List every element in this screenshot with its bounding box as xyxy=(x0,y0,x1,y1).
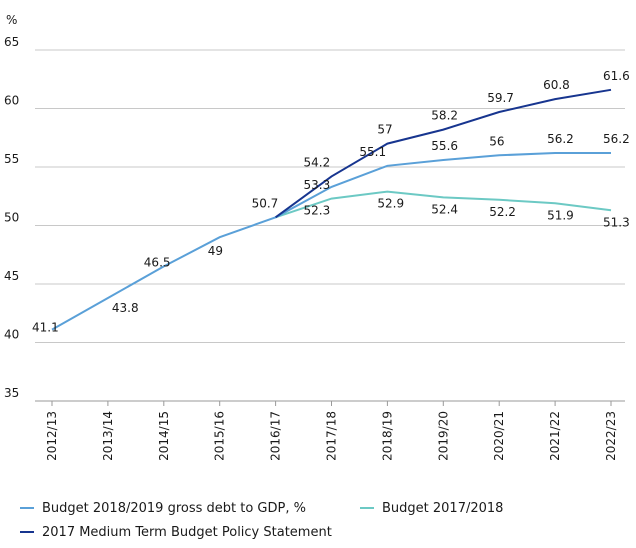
y-axis-label: % xyxy=(6,13,17,27)
data-label: 50.7 xyxy=(252,196,279,210)
data-label: 41.1 xyxy=(32,321,59,335)
y-tick-label: 50 xyxy=(4,211,19,225)
x-tick-label: 2013/14 xyxy=(101,411,115,461)
data-label: 58.2 xyxy=(431,109,458,123)
series-line-2 xyxy=(275,88,612,219)
x-tick-label: 2018/19 xyxy=(380,411,394,461)
data-label: 60.8 xyxy=(543,78,570,92)
data-label: 52.9 xyxy=(377,197,404,211)
x-tick-label: 2021/22 xyxy=(548,411,562,461)
data-label: 56.2 xyxy=(603,132,630,146)
y-tick-label: 45 xyxy=(4,269,19,283)
data-label: 53.3 xyxy=(304,178,331,192)
data-label: 43.8 xyxy=(112,301,139,315)
data-label: 51.3 xyxy=(603,215,630,229)
x-tick-label: 2020/21 xyxy=(492,411,506,461)
data-label: 59.7 xyxy=(487,91,514,105)
data-label: 57 xyxy=(377,123,392,137)
data-label: 52.2 xyxy=(489,205,516,219)
y-tick-label: 60 xyxy=(4,94,19,108)
y-tick-label: 65 xyxy=(4,35,19,49)
data-label: 46.5 xyxy=(144,255,171,269)
x-tick-label: 2017/18 xyxy=(325,411,339,461)
y-tick-label: 35 xyxy=(4,386,19,400)
x-tick-label: 2012/13 xyxy=(45,411,59,461)
legend-label-2: 2017 Medium Term Budget Policy Statement xyxy=(42,525,332,540)
x-tick-label: 2016/17 xyxy=(269,411,283,461)
series-line-0 xyxy=(51,152,611,331)
x-tick-label: 2014/15 xyxy=(157,411,171,461)
x-tick-label: 2022/23 xyxy=(604,411,618,461)
data-label: 52.3 xyxy=(304,204,331,218)
series-line-1 xyxy=(275,190,612,219)
data-label: 56.2 xyxy=(547,132,574,146)
x-tick-label: 2019/20 xyxy=(436,411,450,461)
data-label: 49 xyxy=(208,244,223,258)
data-label: 52.4 xyxy=(431,202,458,216)
data-label: 51.9 xyxy=(547,208,574,222)
data-label: 55.6 xyxy=(431,139,458,153)
data-label: 56 xyxy=(489,134,504,148)
data-label: 54.2 xyxy=(304,155,331,169)
legend-label-1: Budget 2017/2018 xyxy=(382,501,503,516)
y-tick-label: 40 xyxy=(4,328,19,342)
x-tick-label: 2015/16 xyxy=(213,411,227,461)
y-tick-label: 55 xyxy=(4,152,19,166)
data-label: 61.6 xyxy=(603,69,630,83)
data-label: 55.1 xyxy=(359,145,386,159)
legend-label-0: Budget 2018/2019 gross debt to GDP, % xyxy=(42,501,306,516)
